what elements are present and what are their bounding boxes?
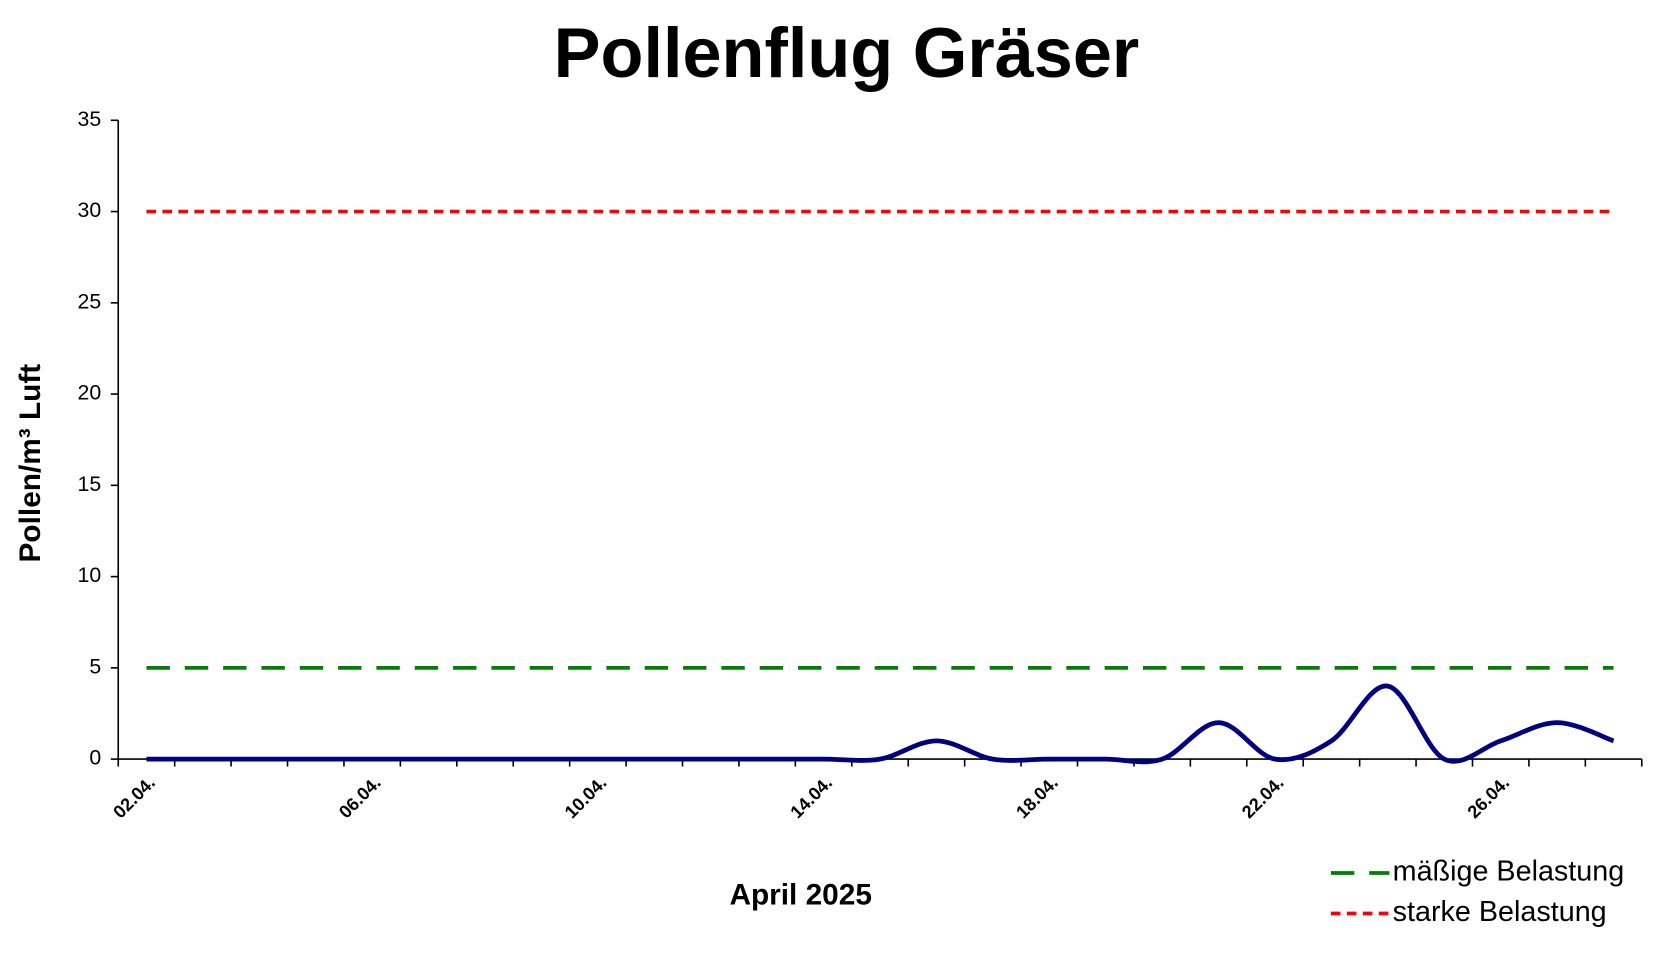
x-tick-label: 14.04. [786,772,836,822]
x-tick-label: 22.04. [1238,772,1288,822]
x-axis-title: April 2025 [729,878,871,911]
x-tick-label: 06.04. [335,772,385,822]
y-tick-label: 5 [89,654,101,678]
x-tick-label: 10.04. [561,772,611,822]
y-axis-title: Pollen/m³ Luft [14,364,47,563]
data-line [146,683,1615,765]
y-tick-label: 15 [78,472,102,496]
y-tick-label: 0 [89,746,101,770]
y-tick-label: 30 [78,198,102,222]
y-tick-label: 10 [78,563,102,587]
x-tick-label: 18.04. [1012,772,1062,822]
chart-title: Pollenflug Gräser [554,13,1140,92]
y-tick-label: 20 [78,381,102,405]
x-tick-label: 02.04. [109,772,159,822]
y-tick-label: 25 [78,289,102,313]
x-tick-label: 26.04. [1464,772,1514,822]
y-tick-label: 35 [78,107,102,131]
legend-label: mäßige Belastung [1393,856,1625,888]
legend-label: starke Belastung [1393,896,1607,928]
